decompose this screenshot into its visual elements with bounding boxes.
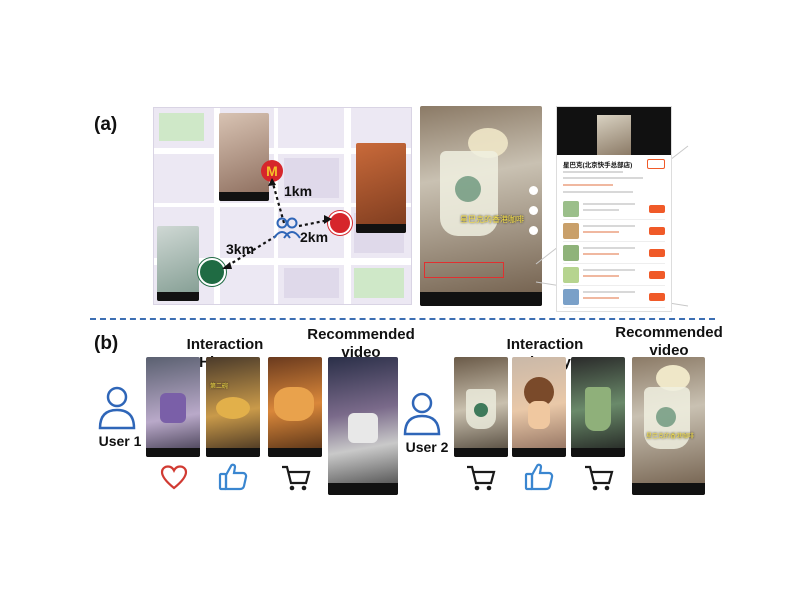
user-2-recommended-video[interactable]: 星巴克的香港咖啡	[632, 357, 705, 495]
user-2-history-video-1[interactable]	[454, 357, 508, 457]
user-2-history-video-3[interactable]	[571, 357, 625, 457]
distance-lines	[222, 178, 332, 269]
cart-icon	[585, 465, 614, 491]
user-2-label: User 2	[405, 439, 449, 455]
share-icon[interactable]	[529, 226, 538, 235]
product-row[interactable]	[563, 265, 665, 286]
kfc-logo	[328, 211, 352, 235]
map-video-thumbnail[interactable]	[157, 226, 199, 301]
product-row[interactable]	[563, 221, 665, 242]
starbucks-logo	[198, 258, 226, 286]
map-video-thumbnail[interactable]	[219, 113, 269, 201]
user-1-history-video-2[interactable]: 第二碗	[206, 357, 260, 457]
user-1-history-video-1[interactable]	[146, 357, 200, 457]
product-link-highlight[interactable]	[424, 262, 504, 278]
store-title: 星巴克(北京快手总部店)	[563, 162, 633, 169]
user-1-icon	[98, 386, 136, 430]
store-page-screenshot: 星巴克(北京快手总部店)	[556, 106, 672, 312]
user-2-icon	[403, 392, 441, 436]
thumbs-up-icon	[218, 463, 248, 491]
recommended-video-label-user-1: Recommended video	[307, 326, 415, 361]
panel-a-label: (a)	[94, 114, 118, 135]
recommended-video-label-user-2: Recommended video	[615, 324, 723, 359]
user-1-recommended-video[interactable]	[328, 357, 398, 495]
product-row[interactable]	[563, 243, 665, 264]
cart-icon	[282, 465, 311, 491]
panel-b-label: (b)	[94, 333, 119, 354]
user-2-history-video-2[interactable]	[512, 357, 566, 457]
distance-label-mcdonalds: 1km	[284, 183, 313, 199]
video-caption: 星巴克的香港咖啡	[460, 215, 524, 224]
follow-button[interactable]	[647, 159, 665, 169]
location-map: M	[153, 107, 412, 305]
section-divider	[90, 318, 715, 320]
cart-icon	[467, 465, 496, 491]
product-row[interactable]	[563, 199, 665, 220]
distance-label-starbucks: 3km	[226, 241, 255, 257]
distance-label-kfc: 2km	[300, 229, 329, 245]
users-icon	[273, 217, 301, 239]
video-screenshot: 星巴克的香港咖啡	[420, 106, 542, 306]
map-video-thumbnail[interactable]	[356, 143, 406, 233]
like-icon[interactable]	[529, 186, 538, 195]
thumbs-up-icon	[524, 463, 554, 491]
user-1-history-video-3[interactable]	[268, 357, 322, 457]
product-row[interactable]	[563, 287, 665, 308]
comment-icon[interactable]	[529, 206, 538, 215]
mcdonalds-logo: M	[261, 160, 283, 182]
user-1-label: User 1	[98, 433, 142, 449]
heart-icon	[160, 465, 188, 490]
